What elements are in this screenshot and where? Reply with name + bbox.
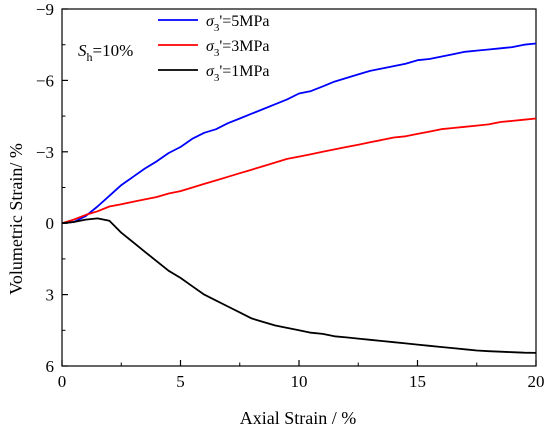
legend-label-3: σ3'=1MPa: [206, 63, 270, 84]
plot-frame: [61, 8, 537, 367]
y-tick-label: −3: [36, 143, 54, 162]
series-line-3: [61, 217, 537, 354]
tick-labels-layer: 0 5 10 15 20 −9 −6 −3 0 3 6: [36, 0, 545, 391]
legend-subscript: 3: [214, 47, 220, 59]
x-axis-title: Axial Strain / %: [240, 408, 356, 428]
legend-suffix: '=1MPa: [219, 63, 269, 80]
legend-label-2: σ3'=3MPa: [206, 38, 270, 59]
legend-subscript: 3: [214, 72, 220, 84]
legend-symbol: σ: [206, 38, 215, 55]
x-tick-label: 0: [58, 372, 67, 391]
x-tick-label: 10: [291, 372, 308, 391]
legend-label-1: σ3'=5MPa: [206, 13, 270, 34]
legend-subscript: 3: [214, 22, 220, 34]
y-tick-label: 0: [46, 214, 55, 233]
y-tick-label: 3: [46, 286, 55, 305]
x-tick-label: 5: [176, 372, 185, 391]
annotation-symbol: S: [78, 41, 87, 60]
ticks-layer: [61, 8, 537, 367]
legend-suffix: '=5MPa: [219, 13, 269, 30]
x-tick-label: 20: [528, 372, 545, 391]
series-layer: [61, 42, 537, 354]
legend-symbol: σ: [206, 13, 215, 30]
y-tick-label: −9: [36, 0, 54, 19]
legend-symbol: σ: [206, 63, 215, 80]
series-line-1: [61, 42, 537, 225]
legend-suffix: '=3MPa: [219, 38, 269, 55]
series-line-2: [61, 117, 537, 225]
sh-annotation: Sh=10%: [78, 41, 133, 64]
annotation-value: =10%: [93, 41, 134, 60]
y-tick-label: 6: [46, 357, 55, 376]
y-axis-title: Volumetric Strain/ %: [6, 143, 26, 295]
x-tick-label: 15: [409, 372, 426, 391]
y-tick-label: −6: [36, 71, 54, 90]
plot-border: [61, 8, 537, 367]
annotation-subscript: h: [87, 50, 93, 64]
